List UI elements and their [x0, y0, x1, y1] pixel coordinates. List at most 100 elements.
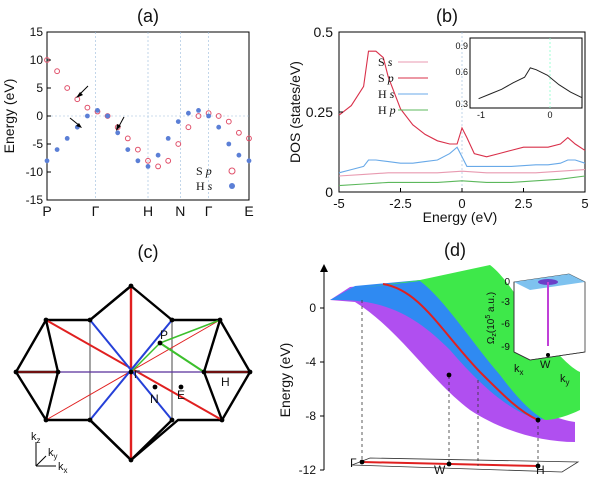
panel-d-base-plane	[351, 457, 580, 473]
band-point-h-s	[44, 158, 50, 164]
panel-d-drop-lines	[361, 300, 539, 466]
a-xtick-label: Γ	[92, 203, 100, 219]
band-point-h-s	[186, 110, 191, 116]
point-N: N	[150, 392, 159, 406]
band-point-h-s	[64, 136, 70, 141]
band-red-path	[382, 283, 539, 421]
band-point-s-p	[246, 135, 252, 142]
band-point-s-p	[175, 141, 182, 147]
point-H: H	[221, 375, 230, 389]
panel-b-dos-curves	[338, 32, 586, 192]
bz-edge	[202, 371, 224, 421]
dos-s-p	[338, 50, 586, 158]
panel-d-ytick-2: -8	[305, 409, 316, 423]
inset-d-W-point	[546, 353, 550, 357]
panel-d-ytick-1: -4	[305, 355, 316, 369]
legend-b-hs: H s	[378, 87, 395, 101]
band-point-h-s	[246, 158, 252, 164]
brillouin-zone	[13, 283, 253, 463]
panel-a: (a) 15 10 5 0 -5 -10 -15 P Γ H N Γ E Energy (eV) S …	[1, 6, 254, 219]
a-ytick-label: 0	[36, 109, 43, 123]
panel-d-points	[359, 372, 541, 469]
inset-d-ytick-2: -6	[501, 319, 510, 330]
panel-a-y-ticks: 15 10 5 0 -5 -10 -15	[26, 25, 51, 207]
inset-b-frame	[469, 37, 583, 109]
band-point-h-s	[135, 158, 141, 164]
inset-d-W-label: W	[540, 359, 551, 371]
band-point-s-p	[195, 113, 202, 119]
panel-b-x-ticks: -5 -2.5 0 2.5 5	[333, 188, 589, 211]
band-point-h-s	[226, 141, 232, 147]
kpoint-Gamma: Γ	[350, 456, 357, 470]
inset-d-kx: kx	[514, 363, 524, 377]
bz-green-line	[159, 319, 221, 344]
inset-b-xtick-0: -1	[477, 110, 485, 120]
panel-b-inset: 0.9 0.6 0.3 -1 0	[455, 37, 583, 120]
inset-d-axis	[513, 351, 531, 361]
band-surface-green	[360, 265, 580, 420]
band-point-h-s	[216, 124, 222, 130]
panel-a-kpath-lines	[47, 32, 249, 200]
bz-edge	[44, 319, 60, 373]
band-point-h-s	[54, 147, 60, 153]
dos-h-p	[338, 175, 586, 187]
arrow-3-head	[116, 124, 121, 131]
band-point-h-s	[175, 119, 181, 124]
b-xtick-label: -5	[333, 196, 345, 211]
band-point-s-p	[215, 113, 222, 119]
axis-kz: kz	[31, 431, 41, 445]
band-point-s-p	[165, 157, 172, 164]
inset-d-axis	[529, 351, 586, 361]
b-ytick-label: 0	[325, 184, 333, 200]
a-ytick-label: 5	[36, 81, 43, 95]
inset-b-ytick-1: 0.6	[455, 67, 468, 77]
band-point-s-p	[145, 157, 151, 164]
bz-green-line	[130, 342, 161, 373]
a-xtick-label: Γ	[205, 203, 213, 219]
inset-d-ytick-3: -9	[501, 342, 510, 353]
band-point-h-s	[95, 108, 100, 113]
axis-ky: ky	[48, 447, 58, 461]
band-point-h-s	[105, 113, 110, 119]
band-point-s-p	[64, 85, 71, 91]
band-point-s-p	[135, 146, 141, 153]
panel-a-label: (a)	[137, 6, 159, 26]
band-point-h-s	[206, 113, 212, 119]
legend-a-hs: H s	[196, 179, 213, 193]
band-point-h-s	[155, 152, 161, 158]
a-ytick-label: 15	[30, 25, 44, 39]
legend-a-sp: S p	[196, 164, 212, 178]
inset-d-ytick-0: 0	[504, 277, 510, 288]
bz-edge	[202, 319, 222, 373]
inset-b-ytick-0: 0.9	[455, 41, 468, 51]
panel-d: (d) 0 -4 -8 -12 Energy (eV) Γ	[277, 240, 586, 477]
b-xtick-label: 5	[581, 196, 588, 211]
legend-a-sp-marker	[228, 167, 236, 175]
panel-b-xlabel: Energy (eV)	[423, 209, 498, 225]
band-point-s-p	[225, 118, 232, 125]
band-point-h-s	[236, 152, 242, 158]
b-ytick-label: 0.25	[306, 104, 333, 120]
b-ytick-label: 0.5	[314, 24, 334, 40]
a-xtick-label: E	[244, 203, 253, 219]
a-ytick-label: -5	[32, 137, 43, 151]
a-xtick-label: N	[175, 203, 185, 219]
inset-b-ytick-2: 0.3	[455, 99, 468, 109]
point-P: P	[160, 328, 168, 342]
panel-b-legend: S s S p H s H p	[378, 55, 428, 117]
band-point-h-s	[196, 108, 201, 113]
kpoint-W: W	[434, 463, 446, 477]
b-xtick-label: 2.5	[514, 196, 532, 211]
panel-c: (c)	[13, 242, 253, 475]
bz-edge	[130, 419, 173, 461]
band-point-h-s	[125, 147, 131, 153]
kpoint-H: H	[536, 463, 545, 477]
panel-d-ytick-3: -12	[299, 463, 317, 477]
band-point-s-p	[104, 113, 111, 119]
band-point-h-s	[165, 136, 171, 141]
point-Gamma: Γ	[134, 369, 140, 381]
panel-a-legend: S p H s	[196, 164, 236, 193]
dos-s-s	[338, 169, 586, 177]
inset-b-xtick-1: 0	[547, 110, 552, 120]
arrow-2-head	[76, 123, 82, 128]
